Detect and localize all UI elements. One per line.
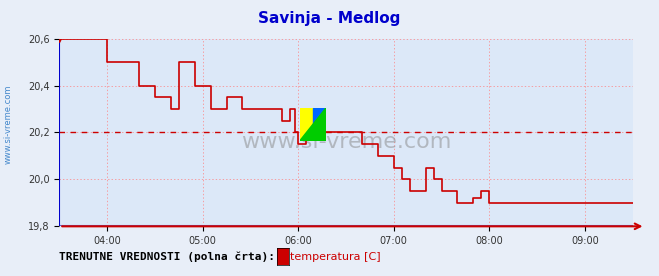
- Polygon shape: [300, 108, 326, 141]
- Text: www.si-vreme.com: www.si-vreme.com: [241, 132, 451, 152]
- Text: TRENUTNE VREDNOSTI (polna črta):: TRENUTNE VREDNOSTI (polna črta):: [59, 251, 275, 262]
- Text: Savinja - Medlog: Savinja - Medlog: [258, 11, 401, 26]
- Text: www.si-vreme.com: www.si-vreme.com: [4, 84, 13, 164]
- Bar: [313, 108, 326, 141]
- Bar: [300, 108, 313, 141]
- Text: temperatura [C]: temperatura [C]: [290, 252, 381, 262]
